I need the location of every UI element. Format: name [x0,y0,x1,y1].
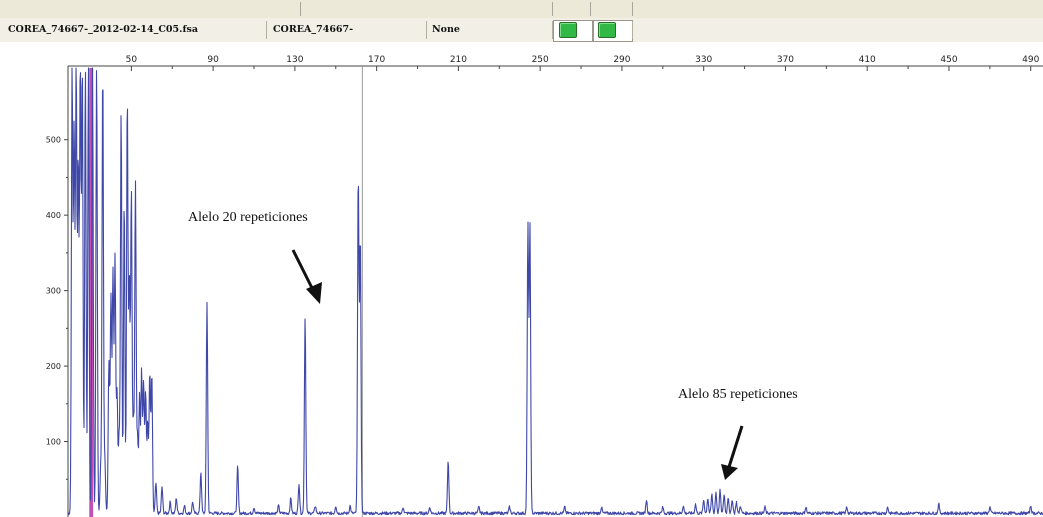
toolbar-separator [632,2,633,16]
x-tick-label: 410 [859,55,876,65]
y-tick-label: 500 [46,136,61,145]
toolbar-separator [300,2,301,16]
x-axis-ticks: 50 90 130 170 210 250 290 330 370 410 450 490 [126,55,1040,71]
x-tick-label: 130 [286,55,303,65]
green-square-icon[interactable] [559,22,577,38]
electropherogram-plot[interactable]: 50 90 130 170 210 250 290 330 370 410 450 490 100 20… [0,42,1043,517]
signal-trace [67,67,1043,516]
green-square-icon[interactable] [598,22,616,38]
y-tick-label: 200 [46,362,61,371]
x-tick-label: 210 [450,55,467,65]
annotation-allele-20: Alelo 20 repeticiones [188,210,308,225]
sample-name-field: COREA_74667- [273,24,354,35]
x-tick-label: 50 [126,55,138,65]
x-tick-label: 170 [368,55,385,65]
panel-field: None [432,24,460,35]
top-toolbar-strip [0,0,1043,19]
x-tick-label: 290 [613,55,630,65]
file-name-field: COREA_74667-_2012-02-14_C05.fsa [8,24,199,35]
y-tick-label: 300 [46,287,61,296]
x-tick-label: 250 [532,55,549,65]
arrow-icon [721,425,744,480]
header-separator [552,21,553,39]
header-separator [632,21,633,39]
toolbar-separator [590,2,591,16]
header-separator [266,21,267,39]
x-tick-label: 450 [940,55,957,65]
x-tick-label: 490 [1022,55,1039,65]
arrow-icon [291,249,322,304]
x-tick-label: 330 [695,55,712,65]
annotation-allele-85: Alelo 85 repeticiones [678,387,798,402]
y-axis-ticks: 100 200 300 400 500 [46,136,68,480]
x-tick-label: 370 [777,55,794,65]
x-tick-label: 90 [207,55,219,65]
y-tick-label: 400 [46,211,61,220]
sample-header-bar: COREA_74667-_2012-02-14_C05.fsa COREA_74… [0,18,1043,43]
y-tick-label: 100 [46,438,61,447]
plot-background [0,42,1043,517]
toolbar-separator [552,2,553,16]
header-separator [426,21,427,39]
